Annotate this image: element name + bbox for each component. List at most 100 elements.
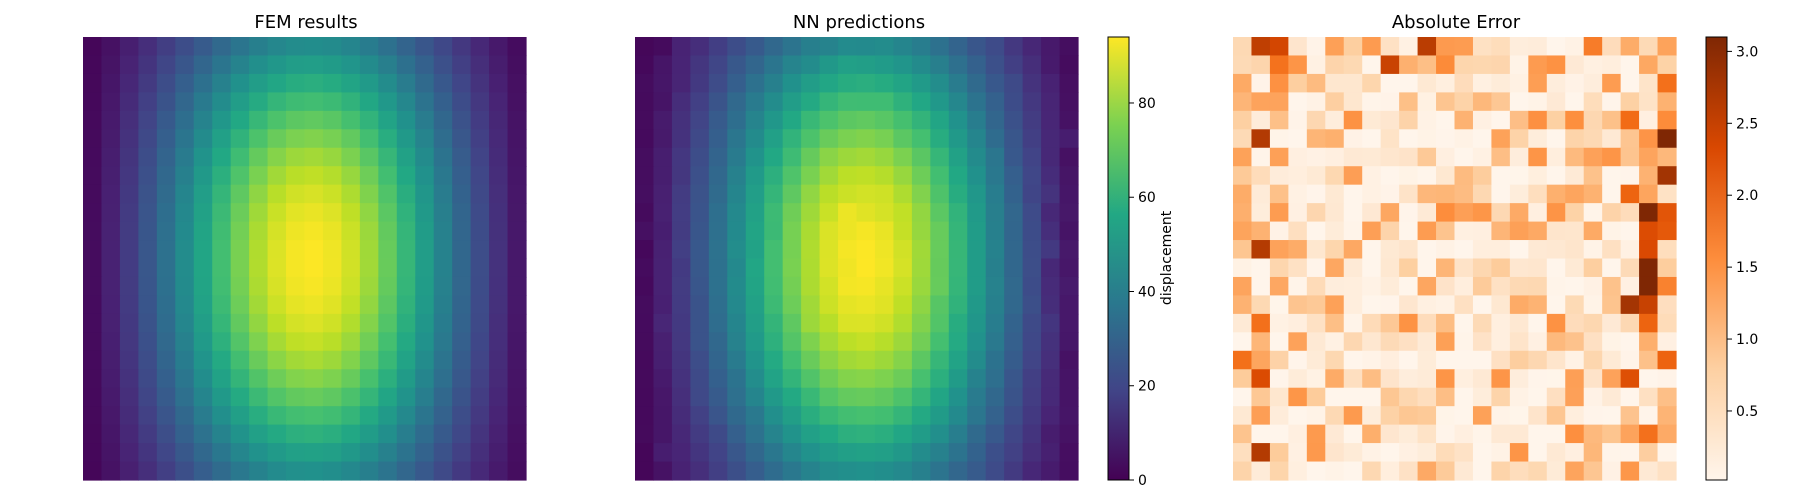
nn-heatmap-cell xyxy=(745,387,765,407)
error-heatmap-cell xyxy=(1657,295,1677,315)
fem-heatmap-cell xyxy=(341,110,361,130)
nn-heatmap-cell xyxy=(708,129,728,149)
error-heatmap-cell xyxy=(1417,258,1437,278)
error-heatmap-cell xyxy=(1306,424,1326,444)
error-heatmap-cell xyxy=(1306,73,1326,93)
nn-heatmap-cell xyxy=(1004,184,1024,204)
nn-heatmap-cell xyxy=(1004,203,1024,223)
error-heatmap-cell xyxy=(1639,129,1659,149)
nn-heatmap-cell xyxy=(1041,369,1061,389)
fem-heatmap-cell xyxy=(101,350,121,370)
nn-heatmap-cell xyxy=(819,295,839,315)
nn-heatmap-cell xyxy=(690,73,710,93)
colorbar-displacement-bar xyxy=(1107,36,1130,481)
fem-heatmap-cell xyxy=(286,73,306,93)
error-heatmap-cell xyxy=(1399,313,1419,333)
error-heatmap-cell xyxy=(1399,332,1419,352)
fem-heatmap-cell xyxy=(175,37,195,57)
nn-heatmap-cell xyxy=(708,221,728,241)
error-heatmap-cell xyxy=(1288,443,1308,463)
error-heatmap-cell xyxy=(1583,387,1603,407)
fem-heatmap-cell xyxy=(415,424,435,444)
fem-heatmap-cell xyxy=(193,203,213,223)
nn-heatmap-cell xyxy=(985,443,1005,463)
nn-heatmap-cell xyxy=(653,110,673,130)
fem-heatmap-cell xyxy=(119,424,139,444)
fem-heatmap-cell xyxy=(378,240,398,260)
fem-heatmap-cell xyxy=(378,443,398,463)
error-heatmap-cell xyxy=(1472,406,1493,426)
nn-heatmap-cell xyxy=(874,129,895,149)
fem-heatmap-cell xyxy=(175,424,195,444)
error-heatmap-cell xyxy=(1343,110,1363,130)
fem-heatmap-cell xyxy=(304,313,324,333)
nn-heatmap-cell xyxy=(801,55,821,75)
fem-heatmap-cell xyxy=(378,369,398,389)
fem-heatmap-cell xyxy=(175,110,195,130)
error-heatmap-cell xyxy=(1639,221,1659,241)
nn-heatmap-cell xyxy=(819,387,839,407)
error-heatmap-cell xyxy=(1380,37,1400,57)
fem-heatmap-cell xyxy=(267,73,287,93)
fem-heatmap-cell xyxy=(249,369,269,389)
error-heatmap-cell xyxy=(1306,129,1326,149)
error-heatmap-cell xyxy=(1233,147,1253,167)
fem-heatmap-cell xyxy=(156,110,176,130)
fem-heatmap-cell xyxy=(193,332,213,352)
fem-heatmap-cell xyxy=(249,313,269,333)
error-heatmap-cell xyxy=(1380,387,1400,407)
nn-heatmap-cell xyxy=(856,461,876,481)
fem-heatmap-cell xyxy=(359,258,379,278)
error-heatmap-cell xyxy=(1620,166,1640,186)
error-heatmap-cell xyxy=(1565,166,1585,186)
error-heatmap-cell xyxy=(1288,203,1308,223)
error-heatmap-cell xyxy=(1639,424,1659,444)
nn-heatmap-cell xyxy=(1041,184,1061,204)
fem-heatmap-cell xyxy=(304,221,324,241)
nn-heatmap-cell xyxy=(727,73,747,93)
error-heatmap-cell xyxy=(1602,276,1622,297)
nn-heatmap-cell xyxy=(911,443,931,463)
error-heatmap-cell xyxy=(1306,184,1326,204)
fem-heatmap-cell xyxy=(507,240,527,260)
nn-heatmap-cell xyxy=(819,55,839,75)
error-heatmap-cell xyxy=(1528,147,1548,167)
error-heatmap-cell xyxy=(1288,221,1308,241)
nn-heatmap-cell xyxy=(838,55,858,75)
error-heatmap-cell xyxy=(1343,406,1363,426)
error-heatmap-cell xyxy=(1417,147,1437,167)
error-heatmap-cell xyxy=(1306,240,1326,260)
fem-heatmap-cell xyxy=(378,110,398,130)
nn-heatmap-cell xyxy=(1059,203,1079,223)
error-heatmap-cell xyxy=(1325,258,1345,278)
error-heatmap-cell xyxy=(1436,37,1456,57)
nn-heatmap-cell xyxy=(838,258,858,278)
nn-heatmap-cell xyxy=(635,110,655,130)
title-absolute-error: Absolute Error xyxy=(1392,12,1521,33)
nn-heatmap-cell xyxy=(1059,166,1079,186)
fem-heatmap-cell xyxy=(359,406,379,426)
error-heatmap-cell xyxy=(1343,92,1363,112)
fem-heatmap-cell xyxy=(341,350,361,370)
error-heatmap-cell xyxy=(1657,350,1677,370)
nn-heatmap-cell xyxy=(727,184,747,204)
fem-heatmap-cell xyxy=(304,240,324,260)
error-heatmap-cell xyxy=(1509,369,1529,389)
error-heatmap-cell xyxy=(1639,240,1659,260)
nn-heatmap-cell xyxy=(930,443,950,463)
fem-heatmap-cell xyxy=(101,203,121,223)
fem-heatmap-cell xyxy=(433,147,453,167)
error-heatmap-cell xyxy=(1583,184,1603,204)
error-heatmap-cell xyxy=(1417,166,1437,186)
error-heatmap-cell xyxy=(1546,313,1566,333)
error-heatmap-cell xyxy=(1565,203,1585,223)
fem-heatmap-cell xyxy=(267,184,287,204)
error-heatmap-cell xyxy=(1509,258,1529,278)
heatmap-fem-results xyxy=(83,37,527,481)
error-heatmap-cell xyxy=(1436,332,1456,352)
error-heatmap-cell xyxy=(1454,313,1474,333)
fem-heatmap-cell xyxy=(304,92,324,112)
error-heatmap-cell xyxy=(1362,350,1382,370)
nn-heatmap-cell xyxy=(764,240,784,260)
fem-heatmap-cell xyxy=(119,461,139,481)
